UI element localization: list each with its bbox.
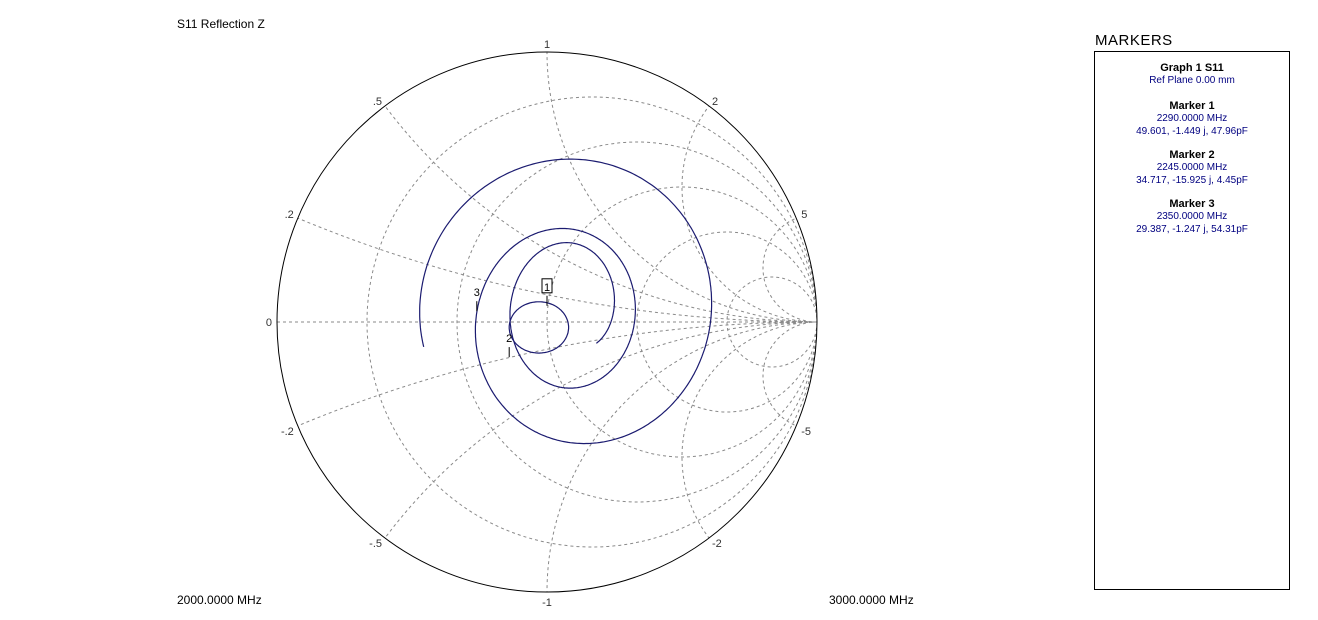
s11-trace-path (419, 158, 713, 445)
marker-value: 49.601, -1.449 j, 47.96pF (1136, 126, 1248, 137)
smith-grid-labels: 1 -1 0 .5 -.5 2 -2 .2 -.2 5 -5 (266, 39, 811, 609)
s11-trace-inner-loop (508, 301, 570, 354)
marker-value: 29.387, -1.247 j, 54.31pF (1136, 224, 1248, 235)
marker-3-label[interactable]: 3 (474, 287, 480, 299)
reactance-arc--2 (681, 321, 817, 592)
reactance-arc-0.5 (277, 52, 817, 323)
markers-heading: MARKERS (1095, 32, 1173, 49)
marker-frequency: 2290.0000 MHz (1156, 113, 1228, 124)
marker-frequency: 2245.0000 MHz (1156, 162, 1228, 173)
grid-label-mid-upper-left: .2 (285, 209, 294, 221)
grid-label-mid-lower-left: -.2 (281, 426, 294, 438)
marker-entry-1[interactable]: Marker 1 2290.0000 MHz 49.601, -1.449 j,… (1095, 100, 1289, 138)
unit-circle (276, 51, 818, 593)
start-frequency: 2000.0000 MHz (177, 593, 262, 607)
reactance-arc-2 (681, 52, 817, 323)
reactance-arc-5 (762, 213, 817, 323)
grid-label-upper-right: 2 (712, 96, 718, 108)
grid-label-lower-left: -.5 (369, 538, 382, 550)
reactance-arc--0.5 (277, 321, 817, 592)
resistance-circle-0.5 (456, 141, 817, 503)
marker-labels: 1 2 3 (474, 278, 553, 358)
grid-label-far-upper-right: 5 (801, 209, 807, 221)
marker-frequency: 2350.0000 MHz (1156, 211, 1228, 222)
marker-1-box (541, 278, 553, 294)
reactance-arc-0.2 (277, 52, 817, 323)
grid-label-far-lower-right: -5 (801, 426, 811, 438)
marker-name: Marker 1 (1169, 100, 1215, 112)
ref-plane: Ref Plane 0.00 mm (1149, 75, 1235, 86)
marker-entry-2[interactable]: Marker 2 2245.0000 MHz 34.717, -15.925 j… (1095, 149, 1289, 187)
marker-2-label[interactable]: 2 (506, 333, 512, 345)
graph-label: Graph 1 S11 (1160, 62, 1224, 74)
grid-label-left: 0 (266, 317, 272, 329)
markers-panel: Graph 1 S11 Ref Plane 0.00 mm Marker 1 2… (1094, 51, 1290, 590)
stop-frequency: 3000.0000 MHz (829, 593, 914, 607)
marker-value: 34.717, -15.925 j, 4.45pF (1136, 175, 1248, 186)
reactance-arc-1 (546, 52, 817, 323)
marker-name: Marker 2 (1169, 149, 1215, 161)
reactance-arc--0.2 (277, 321, 817, 592)
marker-entry-3[interactable]: Marker 3 2350.0000 MHz 29.387, -1.247 j,… (1095, 198, 1289, 236)
smith-grid (276, 51, 818, 593)
resistance-circle-5 (726, 276, 817, 368)
smith-chart[interactable]: 1 -1 0 .5 -.5 2 -2 .2 -.2 5 -5 1 2 3 (0, 0, 1080, 620)
grid-label-lower-right: -2 (712, 538, 722, 550)
resistance-circle-2 (636, 231, 817, 413)
marker-name: Marker 3 (1169, 198, 1215, 210)
grid-label-top: 1 (544, 39, 550, 51)
chart-title: S11 Reflection Z (177, 17, 265, 31)
resistance-circle-1 (546, 186, 817, 458)
marker-1-label[interactable]: 1 (544, 282, 550, 294)
grid-label-bottom: -1 (542, 597, 552, 609)
reactance-arc--5 (762, 321, 817, 431)
grid-label-upper-left: .5 (373, 96, 382, 108)
s11-trace (419, 158, 713, 445)
